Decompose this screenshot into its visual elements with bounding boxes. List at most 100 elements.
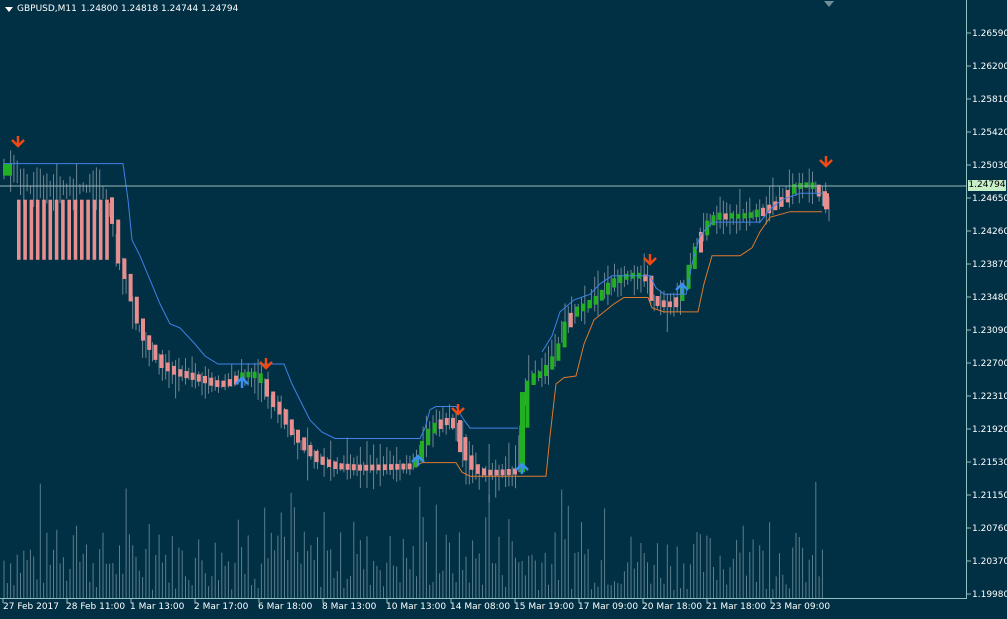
time-tick-label: 10 Mar 13:00 — [386, 602, 447, 612]
price-tick-label: 1.23870 — [972, 260, 1007, 270]
bear-candle — [816, 184, 821, 197]
bear-candle — [333, 461, 338, 469]
bear-candle — [469, 455, 474, 470]
time-tick-label: 27 Feb 2017 — [3, 602, 60, 612]
bull-candle — [686, 264, 691, 289]
chevron-down-icon[interactable] — [5, 6, 13, 12]
bear-candle — [277, 401, 282, 415]
symbol-header[interactable]: GBPUSD,M11 1.24800 1.24818 1.24744 1.247… — [5, 4, 238, 14]
time-tick-label: 2 Mar 17:00 — [194, 602, 249, 612]
bull-candle — [606, 282, 610, 295]
bear-candle — [141, 318, 145, 341]
bear-candle — [271, 391, 276, 408]
bull-candle — [599, 290, 604, 301]
lower-trailing-line — [415, 211, 822, 477]
bear-candle — [134, 296, 139, 324]
bear-candle — [92, 199, 97, 260]
price-tick-label: 1.26590 — [972, 29, 1007, 39]
bear-candle — [215, 380, 220, 387]
bear-candle — [668, 301, 672, 308]
price-tick-label: 1.21530 — [972, 458, 1007, 468]
bull-candle — [413, 457, 418, 468]
bear-candle — [444, 418, 449, 426]
bear-candle — [80, 199, 84, 260]
symbol-label: GBPUSD,M11 — [17, 4, 77, 14]
bear-candle — [196, 374, 201, 382]
bull-candle — [730, 213, 734, 219]
bull-candle — [587, 300, 592, 309]
bear-candle — [165, 362, 170, 372]
buy-arrow-icon — [675, 282, 689, 294]
price-tick-label: 1.24650 — [972, 194, 1007, 204]
sell-arrow-icon — [451, 404, 465, 416]
bear-candle — [506, 469, 511, 476]
price-tick-label: 1.21920 — [972, 425, 1007, 435]
bear-candle — [234, 375, 238, 385]
price-tick-label: 1.22700 — [972, 359, 1007, 369]
price-tick-label: 1.21150 — [972, 491, 1007, 501]
bear-candle — [451, 417, 455, 429]
bear-candle — [283, 409, 288, 425]
bull-candle — [618, 275, 623, 283]
bull-candle — [3, 163, 12, 176]
bear-candle — [351, 464, 356, 471]
bear-candle — [308, 445, 313, 457]
bear-candle — [463, 437, 468, 461]
bear-candle — [190, 372, 195, 380]
bull-candle — [525, 380, 530, 428]
bear-candle — [122, 258, 127, 279]
bull-candle — [246, 371, 251, 378]
bear-candle — [98, 199, 103, 260]
bear-candle — [314, 450, 319, 463]
bear-candle — [265, 379, 269, 397]
price-tick-label: 1.26200 — [972, 62, 1007, 72]
bull-candle — [562, 321, 567, 348]
bear-candle — [296, 429, 300, 443]
price-tick-label: 1.22310 — [972, 392, 1007, 402]
bull-candle — [754, 209, 759, 217]
bear-candle — [67, 199, 71, 260]
bear-candle — [227, 379, 232, 387]
bear-candle — [61, 199, 65, 260]
price-tick-label: 1.24260 — [972, 227, 1007, 237]
time-tick-label: 6 Mar 18:00 — [258, 602, 313, 612]
bear-candle — [723, 213, 728, 220]
chart-shift-marker-icon[interactable] — [824, 1, 834, 7]
bull-candle — [624, 273, 629, 280]
price-tick-label: 1.23480 — [972, 293, 1007, 303]
current-price-badge: 1.24794 — [968, 180, 1006, 191]
bull-candle — [537, 371, 542, 378]
bear-candle — [54, 199, 59, 260]
bear-candle — [643, 274, 648, 282]
bear-candle — [364, 464, 369, 471]
bear-candle — [116, 219, 121, 264]
time-tick-label: 23 Mar 09:00 — [770, 602, 831, 612]
sell-arrow-icon — [259, 358, 273, 370]
bull-candle — [531, 373, 536, 385]
bear-candle — [203, 376, 207, 384]
bull-candle — [612, 278, 617, 288]
price-tick-label: 1.25420 — [972, 128, 1007, 138]
bear-candle — [389, 464, 393, 470]
bull-candle — [432, 422, 437, 434]
bull-candle — [692, 246, 697, 269]
bull-candle — [258, 373, 263, 383]
time-tick-label: 20 Mar 18:00 — [642, 602, 703, 612]
price-tick-label: 1.19980 — [972, 590, 1007, 600]
price-tick-label: 1.20370 — [972, 557, 1007, 567]
bear-candle — [773, 201, 778, 211]
bear-candle — [438, 419, 443, 429]
bear-candle — [382, 464, 387, 471]
bear-candle — [320, 456, 325, 465]
bear-candle — [482, 468, 486, 476]
bear-candle — [327, 459, 331, 467]
bull-candle — [544, 365, 548, 377]
bear-candle — [23, 199, 27, 260]
bear-candle — [29, 199, 34, 260]
bear-candle — [568, 312, 573, 328]
price-tick-label: 1.20760 — [972, 524, 1007, 534]
bear-candle — [767, 204, 772, 214]
time-tick-label: 8 Mar 13:00 — [322, 602, 377, 612]
